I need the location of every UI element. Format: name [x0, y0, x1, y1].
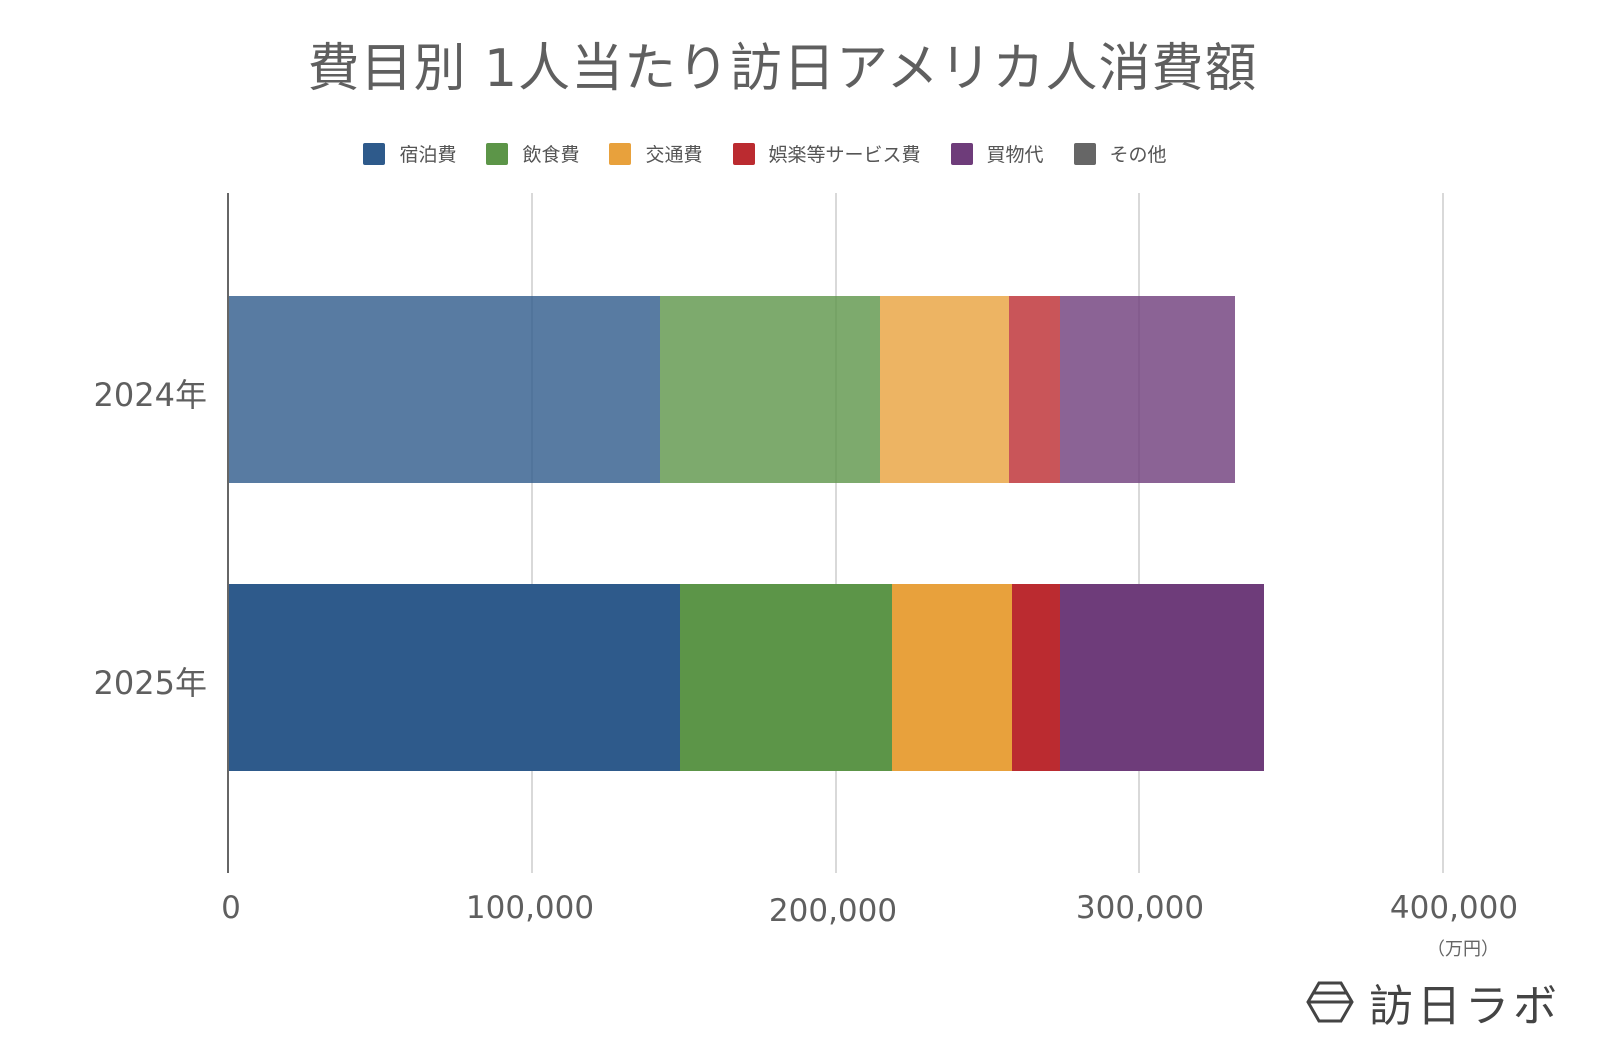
- legend: 宿泊費 飲食費 交通費 娯楽等サービス費 買物代 その他: [0, 140, 1530, 167]
- y-label-2024: 2024年: [93, 376, 207, 414]
- gridline: [1442, 193, 1444, 873]
- logo-text: 訪日ラボ: [1369, 981, 1561, 1032]
- legend-swatch-icon: [1073, 142, 1096, 165]
- chart-title: 費目別 1人当たり訪日アメリカ人消費額: [307, 39, 1258, 99]
- bar-2024年[interactable]: [228, 296, 1235, 483]
- legend-label: 交通費: [645, 144, 703, 166]
- brand-logo: 訪日ラボ: [1305, 970, 1561, 1034]
- bar-segment-買物代[interactable]: [1059, 584, 1265, 771]
- gridline: [530, 193, 533, 873]
- legend-item[interactable]: 宿泊費: [363, 140, 456, 167]
- legend-item[interactable]: その他: [1073, 140, 1167, 167]
- legend-label: 宿泊費: [399, 144, 457, 166]
- legend-swatch-icon: [363, 142, 386, 165]
- hexagon-logo-icon: [1306, 981, 1354, 1023]
- bar-segment-買物代[interactable]: [1059, 296, 1235, 483]
- bar-segment-娯楽等サービス費[interactable]: [1011, 584, 1060, 771]
- y-axis-line: [227, 193, 229, 873]
- bar-segment-飲食費[interactable]: [679, 584, 892, 771]
- bar-segment-娯楽等サービス費[interactable]: [1008, 296, 1060, 483]
- x-tick-400000: 400,000: [1389, 890, 1519, 926]
- plot-area: [227, 193, 1444, 873]
- legend-label: 買物代: [986, 144, 1044, 166]
- legend-item[interactable]: 買物代: [950, 140, 1044, 167]
- y-label-2025: 2025年: [93, 664, 207, 702]
- legend-item[interactable]: 娯楽等サービス費: [732, 140, 921, 167]
- legend-label: 娯楽等サービス費: [768, 144, 921, 166]
- bar-segment-宿泊費[interactable]: [228, 584, 680, 771]
- legend-swatch-icon: [732, 142, 755, 165]
- bar-segment-飲食費[interactable]: [659, 296, 880, 483]
- bar-segment-交通費[interactable]: [891, 584, 1012, 771]
- legend-label: 飲食費: [522, 144, 580, 166]
- legend-item[interactable]: 飲食費: [486, 140, 579, 167]
- bar-2025年[interactable]: [228, 584, 1265, 771]
- x-tick-200000: 200,000: [768, 893, 898, 929]
- legend-swatch-icon: [609, 142, 632, 165]
- x-tick-300000: 300,000: [1075, 890, 1205, 926]
- legend-label: その他: [1109, 144, 1167, 166]
- legend-swatch-icon: [486, 142, 509, 165]
- gridline: [834, 193, 837, 873]
- legend-swatch-icon: [950, 142, 973, 165]
- bar-segment-宿泊費[interactable]: [228, 296, 660, 483]
- gridline: [1138, 193, 1141, 873]
- legend-item[interactable]: 交通費: [609, 140, 703, 167]
- x-tick-100000: 100,000: [465, 890, 595, 926]
- unit-label: （万円）: [1427, 939, 1499, 960]
- x-tick-0: 0: [221, 890, 241, 926]
- bar-segment-交通費[interactable]: [879, 296, 1009, 483]
